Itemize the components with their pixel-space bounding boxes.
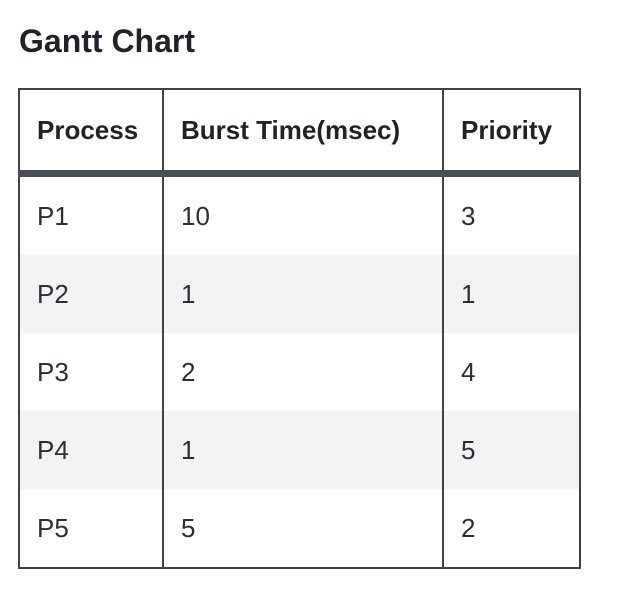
table-row: P5 5 2 bbox=[18, 489, 581, 569]
cell-priority: 4 bbox=[442, 333, 581, 411]
cell-priority: 3 bbox=[442, 173, 581, 255]
cell-burst-time: 1 bbox=[162, 255, 444, 333]
cell-priority: 2 bbox=[442, 489, 581, 569]
table-row: P1 10 3 bbox=[18, 173, 581, 255]
table-row: P2 1 1 bbox=[18, 255, 581, 333]
cell-process: P5 bbox=[18, 489, 164, 569]
page-title: Gantt Chart bbox=[19, 23, 195, 59]
cell-priority: 5 bbox=[442, 411, 581, 489]
header-burst-time: Burst Time(msec) bbox=[162, 88, 444, 177]
cell-process: P3 bbox=[18, 333, 164, 411]
header-priority: Priority bbox=[442, 88, 581, 177]
cell-process: P2 bbox=[18, 255, 164, 333]
cell-burst-time: 2 bbox=[162, 333, 444, 411]
cell-burst-time: 1 bbox=[162, 411, 444, 489]
cell-burst-time: 10 bbox=[162, 173, 444, 255]
cell-process: P4 bbox=[18, 411, 164, 489]
table-header: Process Burst Time(msec) Priority bbox=[18, 88, 581, 177]
cell-priority: 1 bbox=[442, 255, 581, 333]
table-body: P1 10 3 P2 1 1 P3 2 4 P4 1 5 P5 5 2 bbox=[18, 173, 581, 569]
cell-process: P1 bbox=[18, 173, 164, 255]
table-row: P4 1 5 bbox=[18, 411, 581, 489]
table-row: P3 2 4 bbox=[18, 333, 581, 411]
header-process: Process bbox=[18, 88, 164, 177]
cell-burst-time: 5 bbox=[162, 489, 444, 569]
process-table: Process Burst Time(msec) Priority P1 10 … bbox=[18, 88, 581, 569]
header-row: Process Burst Time(msec) Priority bbox=[18, 88, 581, 177]
